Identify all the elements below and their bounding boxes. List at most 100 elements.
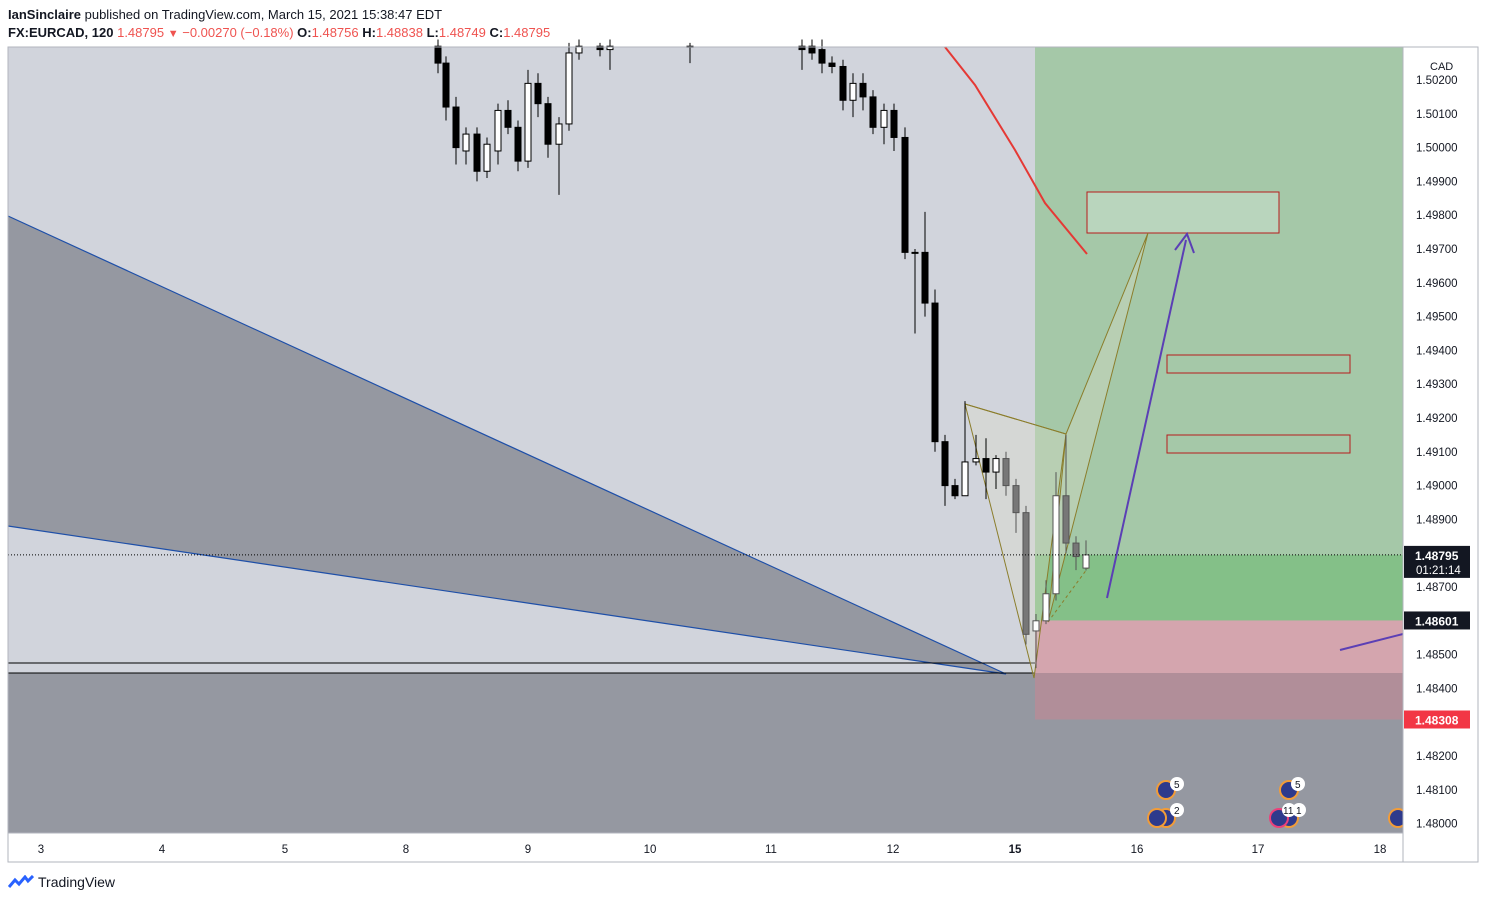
candle bbox=[992, 455, 1000, 489]
currency-label: CAD bbox=[1430, 61, 1453, 73]
down-arrow-icon: ▼ bbox=[167, 28, 179, 40]
last-price: 1.48795 bbox=[117, 25, 165, 40]
candle bbox=[941, 434, 949, 506]
candle bbox=[565, 42, 573, 131]
open-value: 1.48756 bbox=[311, 25, 359, 40]
candle bbox=[961, 401, 969, 497]
candle bbox=[1002, 451, 1010, 496]
last-price-tag-value: 1.48795 bbox=[1415, 549, 1459, 563]
candle bbox=[494, 103, 502, 165]
candle bbox=[901, 127, 909, 260]
candle-body bbox=[869, 96, 877, 128]
candle-body bbox=[901, 136, 909, 253]
x-tick-label: 4 bbox=[159, 844, 166, 856]
candle-body bbox=[972, 458, 980, 463]
y-tick-label: 1.49400 bbox=[1416, 345, 1458, 357]
candle bbox=[951, 478, 959, 500]
x-tick-label: 18 bbox=[1374, 844, 1387, 856]
profit-zone bbox=[1035, 554, 1403, 621]
candle bbox=[462, 127, 470, 165]
candle-body bbox=[555, 123, 563, 145]
tradingview-logo-icon bbox=[8, 875, 34, 888]
y-tick-label: 1.48900 bbox=[1416, 514, 1458, 526]
candle bbox=[982, 438, 990, 500]
chart-header: IanSinclaire published on TradingView.co… bbox=[8, 6, 550, 43]
candle bbox=[473, 127, 481, 182]
high-label: H: bbox=[362, 25, 376, 40]
y-tick-label: 1.49800 bbox=[1416, 210, 1458, 222]
candle-body bbox=[961, 461, 969, 497]
harmonic-xb-line bbox=[964, 403, 1067, 435]
candle bbox=[534, 73, 542, 118]
candle bbox=[798, 39, 806, 70]
x-tick-label: 17 bbox=[1252, 844, 1265, 856]
candle-body bbox=[1052, 495, 1060, 595]
y-tick-label: 1.49500 bbox=[1416, 312, 1458, 324]
candle bbox=[931, 289, 939, 452]
x-tick-label: 10 bbox=[644, 844, 657, 856]
candle-body bbox=[1062, 495, 1070, 544]
candle-body bbox=[839, 65, 847, 101]
y-tick-label: 1.50200 bbox=[1416, 75, 1458, 87]
candle-body bbox=[880, 109, 888, 128]
y-tick-label: 1.49700 bbox=[1416, 244, 1458, 256]
event-badge-count: 11 bbox=[1283, 806, 1294, 817]
candle-body bbox=[1022, 512, 1030, 635]
stop-price-tag bbox=[1404, 710, 1470, 729]
candle bbox=[524, 69, 532, 168]
candle-body bbox=[1032, 620, 1040, 632]
candle-body bbox=[504, 109, 512, 128]
event-badge-bg bbox=[1291, 777, 1305, 791]
candle bbox=[1082, 540, 1090, 571]
publish-text: published on TradingView.com, March 15, … bbox=[84, 7, 443, 22]
candle-body bbox=[1042, 593, 1050, 622]
candle bbox=[808, 39, 816, 60]
candle-body bbox=[951, 485, 959, 497]
x-tick-label: 8 bbox=[403, 844, 409, 856]
publish-info: IanSinclaire published on TradingView.co… bbox=[8, 6, 550, 24]
close-value: 1.48795 bbox=[503, 25, 551, 40]
event-badge-bg bbox=[1292, 803, 1306, 817]
wedge-lower-line bbox=[7, 525, 1007, 675]
candle bbox=[1042, 580, 1050, 625]
candle-body bbox=[890, 109, 898, 138]
moving-average-line bbox=[944, 46, 1088, 255]
candle-body bbox=[514, 126, 522, 162]
low-value: 1.48749 bbox=[438, 25, 486, 40]
candle bbox=[839, 59, 847, 111]
candle bbox=[452, 96, 460, 165]
close-label: C: bbox=[489, 25, 504, 40]
y-tick-label: 1.48400 bbox=[1416, 683, 1458, 695]
y-tick-label: 1.50100 bbox=[1416, 109, 1458, 121]
candle-body bbox=[982, 458, 990, 473]
stop-zone-lower bbox=[1035, 673, 1403, 720]
candle-body bbox=[1082, 554, 1090, 569]
wedge-upper-line bbox=[7, 215, 1007, 675]
candle-body bbox=[808, 45, 816, 54]
x-tick-label: 5 bbox=[282, 844, 288, 856]
author-name[interactable]: IanSinclaire bbox=[8, 7, 81, 22]
candle-body bbox=[859, 82, 867, 98]
candle-body bbox=[828, 62, 836, 67]
y-tick-label: 1.48500 bbox=[1416, 650, 1458, 662]
stop-price-tag-value: 1.48308 bbox=[1415, 713, 1459, 727]
candle-body bbox=[462, 133, 470, 152]
candle bbox=[911, 249, 919, 334]
candle-body bbox=[534, 82, 542, 105]
y-tick-label: 1.49200 bbox=[1416, 413, 1458, 425]
x-tick-label: 12 bbox=[887, 844, 900, 856]
candle bbox=[869, 90, 877, 135]
entry-price-tag bbox=[1404, 611, 1470, 630]
y-tick-label: 1.48700 bbox=[1416, 582, 1458, 594]
x-tick-label: 16 bbox=[1131, 844, 1144, 856]
candle-body bbox=[941, 441, 949, 487]
candle bbox=[1062, 434, 1070, 554]
symbol-label[interactable]: FX:EURCAD, 120 bbox=[8, 25, 114, 40]
candle bbox=[828, 56, 836, 74]
y-tick-label: 1.49300 bbox=[1416, 379, 1458, 391]
open-label: O: bbox=[297, 25, 312, 40]
target-box-2 bbox=[1166, 354, 1351, 374]
candle-body bbox=[606, 45, 614, 51]
candle bbox=[483, 137, 491, 179]
